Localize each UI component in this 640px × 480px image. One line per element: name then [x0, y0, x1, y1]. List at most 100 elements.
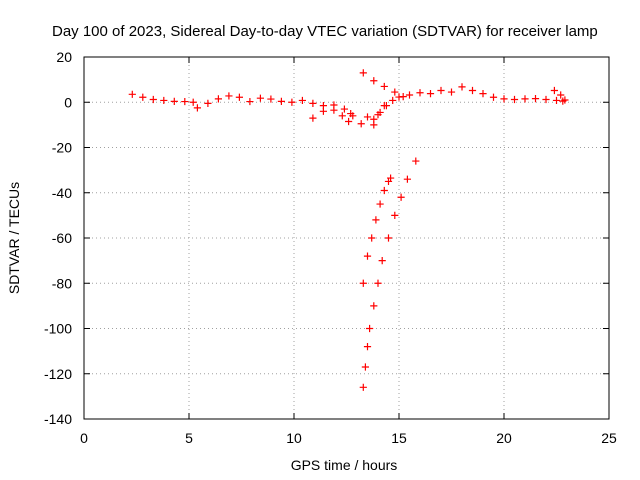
data-point	[214, 95, 222, 103]
data-point	[368, 234, 376, 242]
data-point	[500, 95, 508, 103]
data-point	[399, 92, 407, 101]
series-track-3	[357, 83, 567, 128]
data-point	[391, 211, 399, 219]
data-point	[376, 200, 384, 208]
data-point	[510, 95, 519, 104]
x-tick-label: 0	[80, 430, 88, 446]
data-point	[189, 98, 197, 106]
data-point	[531, 95, 540, 103]
y-tick-label: -80	[52, 275, 72, 291]
data-point	[403, 175, 411, 183]
y-tick-label: -100	[44, 321, 72, 337]
data-point	[405, 91, 414, 99]
series-track-8	[359, 157, 420, 391]
y-tick-label: -120	[44, 366, 72, 382]
data-point	[235, 93, 243, 101]
data-point	[181, 97, 189, 106]
data-point	[397, 193, 405, 201]
data-point	[384, 234, 393, 242]
series-track-1	[128, 90, 355, 118]
x-tick-label: 5	[185, 430, 193, 446]
series-track-2	[309, 106, 357, 126]
data-point	[267, 95, 275, 103]
series-track-6	[550, 86, 569, 104]
data-point	[225, 92, 233, 100]
data-point	[370, 121, 378, 129]
series-track-7	[359, 174, 395, 287]
data-point	[437, 86, 445, 95]
data-point	[458, 83, 466, 91]
data-point	[193, 104, 201, 112]
data-marks	[128, 69, 569, 391]
data-point	[330, 106, 338, 114]
data-point	[128, 90, 136, 98]
data-point	[309, 114, 317, 122]
data-point	[412, 157, 420, 165]
data-point	[542, 95, 550, 104]
series-track-5	[370, 102, 388, 129]
data-point	[298, 96, 306, 105]
data-point	[387, 174, 395, 182]
data-point	[479, 90, 487, 98]
y-tick-label: -20	[52, 140, 72, 156]
data-point	[338, 112, 346, 120]
x-tick-label: 10	[286, 430, 302, 446]
data-point	[416, 89, 424, 97]
data-point	[372, 216, 380, 224]
x-tick-label: 20	[496, 430, 512, 446]
data-point	[363, 113, 372, 121]
data-point	[468, 86, 477, 95]
plot-frame	[83, 56, 610, 420]
data-point	[160, 96, 168, 105]
series-track-4	[359, 69, 407, 101]
y-tick-label: -60	[52, 230, 72, 246]
data-point	[349, 112, 357, 120]
data-point	[374, 111, 382, 119]
x-tick-label: 15	[391, 430, 407, 446]
data-point	[359, 279, 367, 287]
data-point	[204, 99, 212, 107]
data-point	[389, 96, 397, 105]
data-point	[366, 324, 374, 333]
data-point	[139, 93, 147, 101]
data-point	[552, 96, 561, 105]
x-tick-label: 25	[601, 430, 617, 446]
data-point	[370, 302, 378, 310]
data-point	[521, 95, 529, 103]
data-point	[380, 102, 388, 110]
data-point	[363, 343, 372, 351]
x-axis-label: GPS time / hours	[291, 457, 398, 473]
data-point	[246, 97, 254, 106]
data-point	[149, 95, 157, 104]
y-tick-label: 20	[56, 49, 72, 65]
data-point	[391, 88, 399, 96]
axis-ticks: 0 5 10 15 20 25 -140 -120 -100 -80 -60 -40 -20 0 20	[44, 49, 617, 446]
data-point	[359, 69, 367, 77]
data-point	[319, 107, 327, 115]
data-point	[489, 93, 498, 101]
data-point	[380, 82, 388, 91]
data-point	[426, 90, 435, 98]
data-point	[277, 97, 285, 105]
y-tick-label: -140	[44, 411, 72, 427]
data-point	[288, 98, 296, 106]
data-point	[557, 91, 565, 99]
data-point	[359, 383, 367, 391]
data-point	[170, 97, 178, 105]
y-axis-label: SDTVAR / TECUs	[6, 182, 22, 294]
data-point	[370, 77, 378, 85]
data-point	[550, 86, 558, 95]
data-point	[309, 99, 317, 107]
data-point	[345, 117, 353, 126]
y-tick-label: -40	[52, 185, 72, 201]
y-tick-label: 0	[64, 94, 72, 110]
data-point	[561, 96, 569, 104]
grid	[84, 57, 609, 419]
chart-title: Day 100 of 2023, Sidereal Day-to-day VTE…	[52, 23, 598, 40]
data-point	[380, 186, 388, 195]
data-point	[363, 252, 372, 260]
data-point	[374, 279, 382, 287]
data-point	[357, 120, 365, 128]
